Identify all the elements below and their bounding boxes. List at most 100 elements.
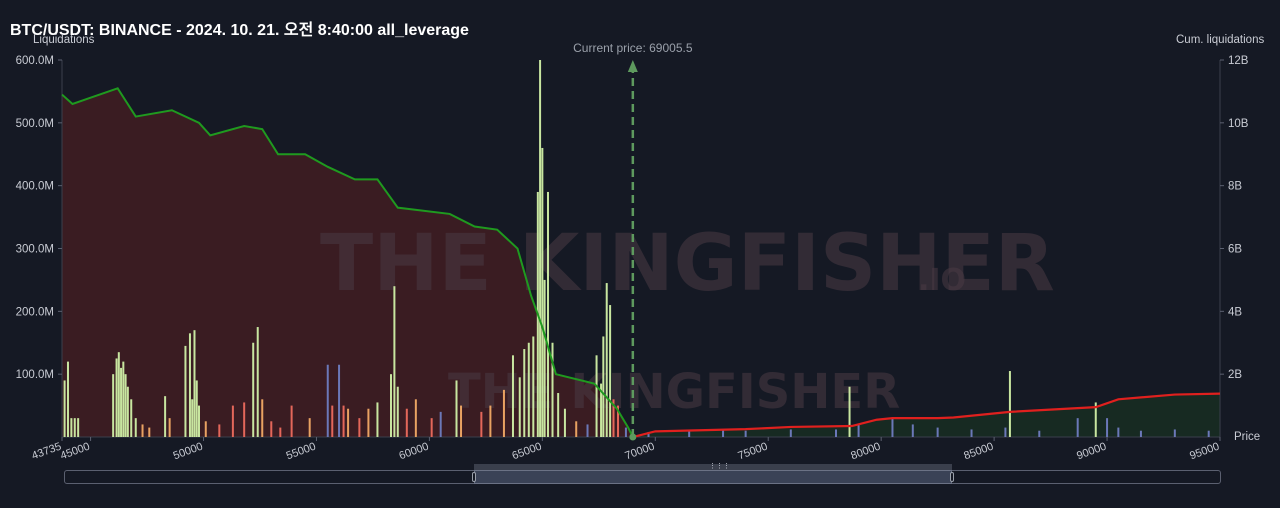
range-handle-left[interactable] (472, 472, 476, 482)
liquidation-bar (1076, 418, 1079, 437)
liquidation-bar (115, 358, 118, 437)
y-tick-label: 600.0M (16, 55, 54, 67)
liquidation-bar (326, 364, 329, 437)
x-tick-label: 85000 (962, 441, 995, 463)
liquidation-bar (563, 408, 566, 437)
liquidation-bar (184, 345, 187, 437)
liquidation-bar (518, 377, 521, 437)
range-thumb[interactable] (474, 470, 952, 484)
liquidation-bar (551, 342, 554, 437)
liquidation-bar (546, 191, 549, 437)
short-cum-area (62, 88, 633, 438)
liquidation-bar (744, 430, 747, 437)
liquidation-bar (191, 399, 194, 437)
liquidation-bar (502, 389, 505, 437)
liquidation-bar (218, 424, 221, 437)
watermark-logo: THE KINGFISHER (320, 219, 1055, 309)
liquidation-bar (605, 283, 608, 437)
liquidation-bar (148, 427, 151, 437)
liquidation-bar (857, 424, 860, 437)
liquidation-bar (543, 279, 546, 437)
x-axis-title: Price (1234, 431, 1260, 443)
liquidation-bar (204, 421, 207, 437)
liquidation-bar (256, 327, 259, 437)
liquidation-bar (911, 424, 914, 437)
liquidation-bar (970, 429, 973, 437)
x-tick-label: 55000 (285, 441, 318, 463)
y-tick-label: 200.0M (16, 306, 54, 318)
liquidation-bar (405, 408, 408, 437)
y-tick-label: 400.0M (16, 181, 54, 193)
liquidation-bar (290, 405, 293, 437)
current-price-arrow (627, 60, 638, 72)
y-tick-label: 100.0M (16, 369, 54, 381)
y2-tick-label: 2B (1228, 369, 1242, 381)
liquidation-bar (602, 336, 605, 437)
liquidation-bar (539, 60, 542, 437)
liquidation-bar (188, 333, 191, 437)
long-cum-line (632, 392, 1221, 439)
liquidation-bar (117, 352, 120, 437)
range-thumb-top[interactable] (474, 464, 952, 470)
liquidation-bar (124, 374, 127, 437)
liquidation-bar (126, 386, 129, 437)
x-tick-label: 95000 (1188, 441, 1221, 463)
liquidation-bar (66, 361, 69, 437)
liquidation-bar (439, 411, 442, 437)
x-tick-label: 65000 (511, 441, 544, 463)
y-tick-label: 500.0M (16, 118, 54, 130)
y2-tick-label: 6B (1228, 244, 1242, 256)
liquidation-bar (279, 427, 282, 437)
liquidation-bar (130, 399, 133, 437)
liquidation-bar (73, 418, 76, 437)
x-tick-label: 75000 (736, 441, 769, 463)
y2-tick-label: 4B (1228, 306, 1242, 318)
liquidation-bar (460, 405, 463, 437)
liquidation-bar (430, 418, 433, 437)
x-tick-label: 45000 (59, 441, 92, 463)
liquidation-bar (252, 342, 255, 437)
liquidation-bar (557, 393, 560, 437)
liquidation-bar (134, 418, 137, 437)
liquidation-bar (396, 386, 399, 437)
liquidation-bar (358, 418, 361, 437)
y2-tick-label: 10B (1228, 118, 1249, 130)
liquidation-bar (575, 421, 578, 437)
liquidation-bar (168, 418, 171, 437)
liquidation-bar (789, 429, 792, 437)
liquidation-bar (489, 405, 492, 437)
liquidation-bar (164, 396, 167, 437)
liquidation-bar (511, 355, 514, 437)
liquidation-bar (1038, 430, 1041, 437)
liquidation-bar (595, 355, 598, 437)
liquidation-bar (523, 349, 526, 437)
current-price-label: Current price: 69005.5 (573, 41, 693, 55)
liquidation-bar (63, 380, 66, 437)
liquidation-bar (617, 405, 620, 437)
liquidation-bar (609, 305, 612, 437)
liquidation-bar (331, 405, 334, 437)
liquidation-bar (367, 408, 370, 437)
liquidation-bar (455, 380, 458, 437)
y2-axis-title: Cum. liquidations (1176, 34, 1265, 46)
liquidation-bar (77, 418, 80, 437)
range-handle-right[interactable] (950, 472, 954, 482)
grip-icon[interactable]: ⋮⋮⋮ (709, 463, 730, 470)
y2-tick-label: 12B (1228, 55, 1249, 67)
liquidation-bar (122, 361, 125, 437)
liquidation-bar (338, 364, 341, 437)
liquidation-bar (120, 367, 123, 437)
liquidation-bar (270, 421, 273, 437)
liquidation-bar (390, 374, 393, 437)
liquidation-bar (891, 418, 894, 437)
chart-title: BTC/USDT: BINANCE - 2024. 10. 21. 오전 8:4… (10, 22, 469, 39)
liquidation-bar (1008, 371, 1011, 437)
x-tick-label: 60000 (398, 441, 431, 463)
y2-tick-label: 8B (1228, 181, 1242, 193)
x-tick-label: 70000 (623, 441, 656, 463)
long-cum-area (632, 393, 1220, 437)
watermark-suffix: .IO (918, 263, 966, 298)
liquidation-bar (1139, 430, 1142, 437)
liquidation-bar (193, 330, 196, 437)
